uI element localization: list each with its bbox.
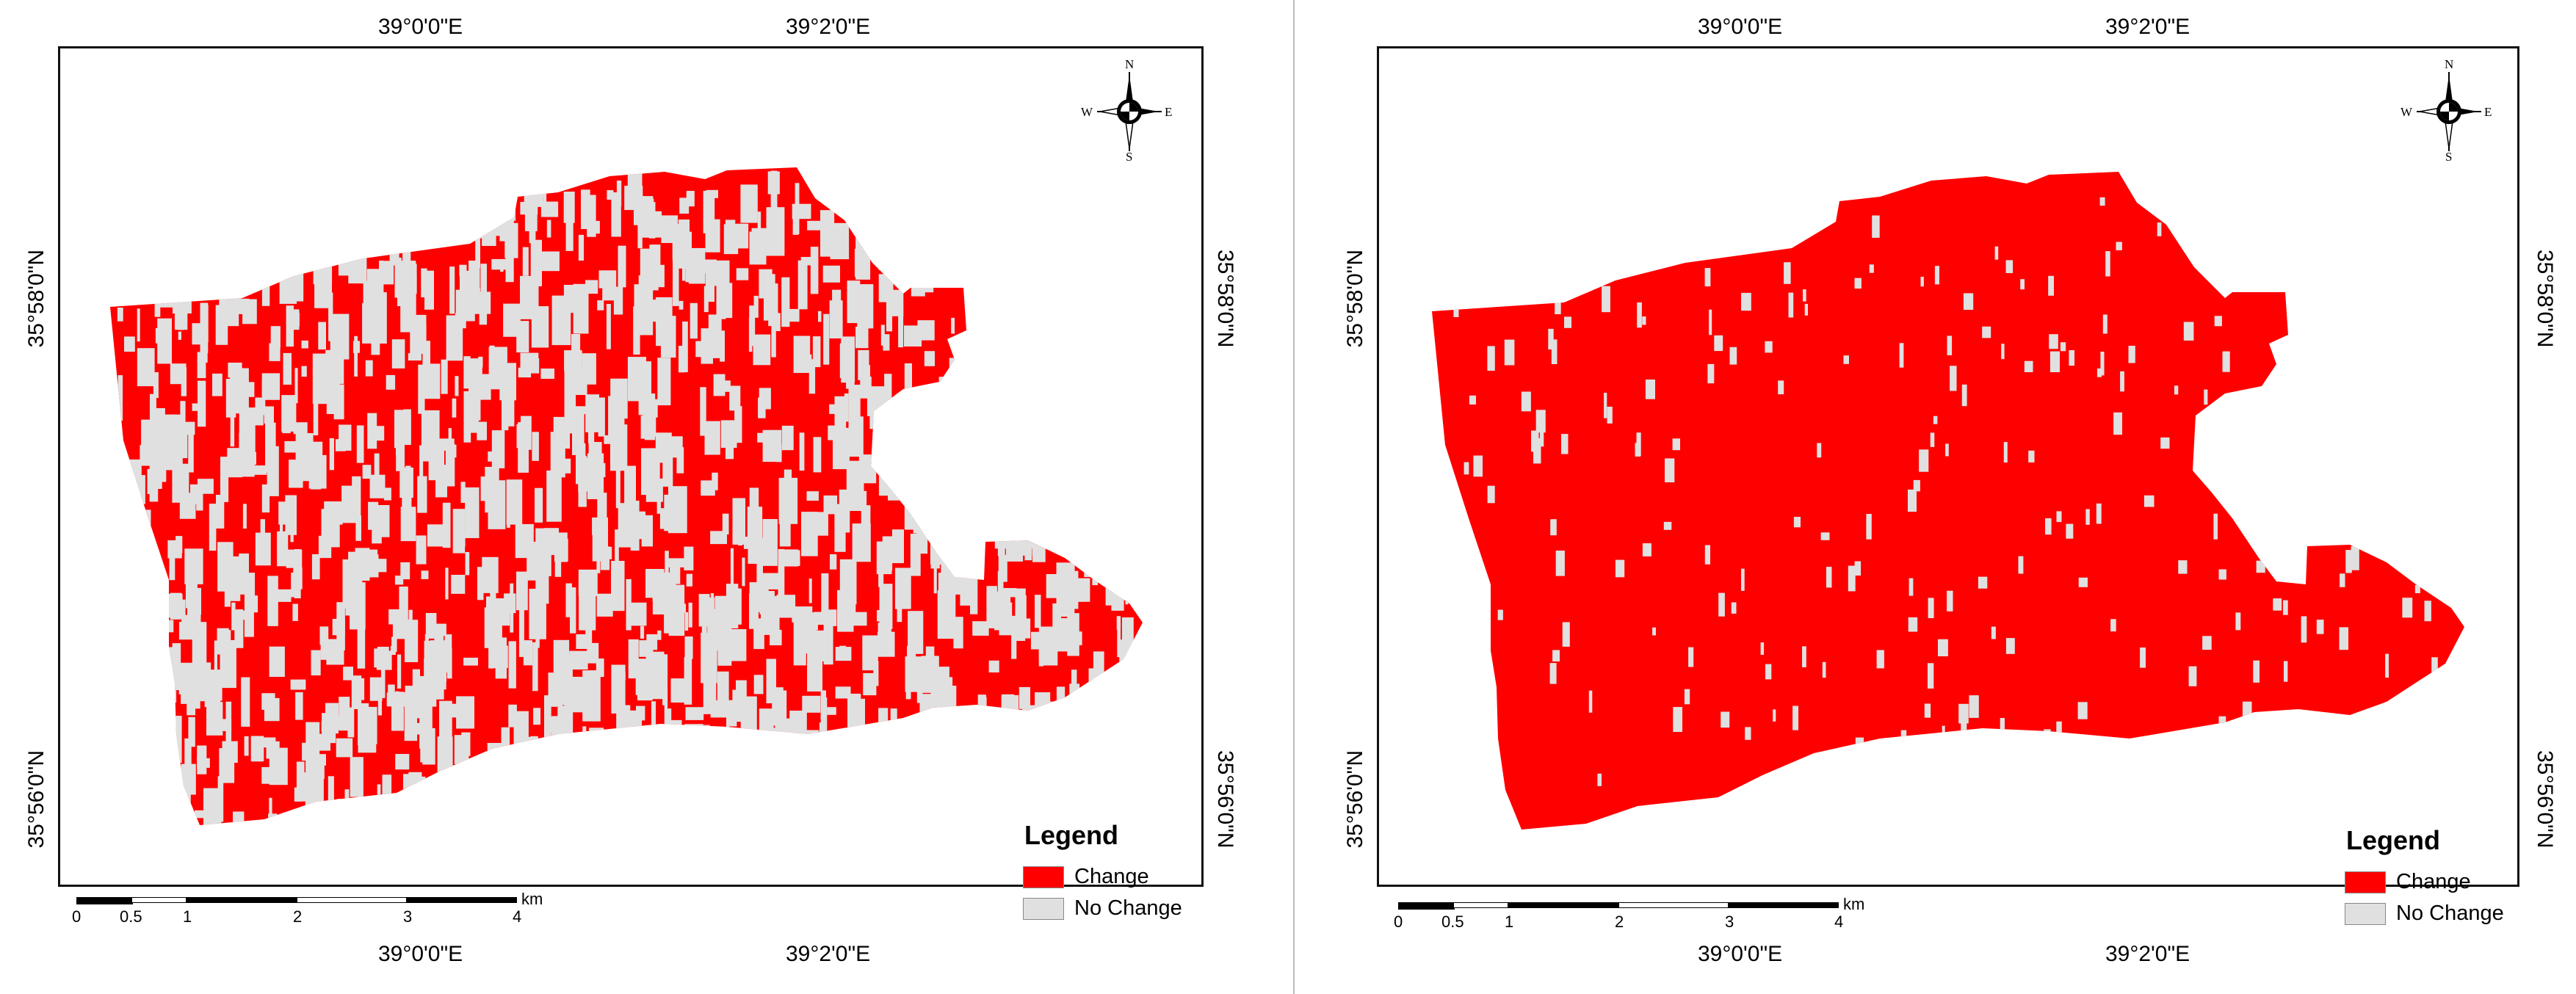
scale-bar-segment	[1398, 902, 1455, 910]
scale-bar-segment	[407, 897, 517, 903]
scale-tick: 0	[1394, 913, 1403, 931]
legend-title: Legend	[2346, 825, 2441, 855]
scale-bar: km 0 0.5 1 2 3 4	[72, 890, 543, 934]
scale-bar-segment	[1618, 902, 1729, 908]
compass-w: W	[2400, 105, 2413, 119]
lat-label-right-top: 35°58'0"N	[2533, 250, 2557, 348]
scale-unit: km	[1843, 895, 1865, 913]
compass-e: E	[1165, 105, 1173, 119]
scale-bar-segment	[187, 897, 297, 903]
lon-label-top-right: 39°2'0"E	[786, 15, 871, 39]
legend-item-change: Change	[1023, 865, 1149, 889]
lat-label-right-bottom: 35°56'0"N	[2533, 750, 2557, 849]
compass-w: W	[1081, 105, 1093, 119]
scale-bar: km 0 0.5 1 2 3 4	[1394, 895, 1864, 939]
scale-bar-segment	[131, 897, 187, 903]
scale-unit: km	[521, 890, 543, 908]
no-change-swatch	[2345, 902, 2386, 925]
compass-s: S	[1126, 150, 1133, 164]
scale-tick: 1	[1505, 913, 1514, 931]
scale-tick: 0	[72, 907, 82, 926]
lon-label-top-left: 39°0'0"E	[1698, 15, 1783, 39]
change-map-left	[110, 167, 1143, 825]
scale-tick: 4	[1834, 913, 1844, 931]
scale-tick: 3	[403, 907, 413, 926]
scale-bar-segment	[76, 897, 133, 904]
legend-item-no-change: No Change	[2345, 902, 2504, 926]
change-swatch	[2345, 871, 2386, 893]
scale-tick: 0.5	[1441, 913, 1464, 931]
lat-label-left-bottom: 35°56'0"N	[24, 750, 48, 849]
map-panel-right: 39°0'0"E 39°2'0"E 39°0'0"E 39°2'0"E 35°5…	[1320, 0, 2576, 994]
scale-bar-segment	[1508, 902, 1618, 908]
lon-label-bottom-left: 39°0'0"E	[1698, 942, 1783, 966]
lat-label-left-top: 35°58'0"N	[1343, 250, 1367, 348]
map-panel-left: 39°0'0"E 39°2'0"E 39°0'0"E 39°2'0"E 35°5…	[24, 15, 1237, 966]
legend-item-label: Change	[1074, 865, 1149, 888]
lat-label-right-top: 35°58'0"N	[1213, 250, 1237, 348]
scale-tick: 1	[183, 907, 192, 926]
legend-item-label: No Change	[1074, 896, 1182, 920]
no-change-swatch	[1023, 897, 1064, 920]
lon-label-bottom-left: 39°0'0"E	[378, 942, 463, 966]
legend-item-label: No Change	[2396, 902, 2504, 925]
compass-e: E	[2484, 105, 2492, 119]
legend-title: Legend	[1024, 820, 1119, 850]
scale-bar-segment	[1729, 902, 1839, 908]
change-area	[1432, 172, 2464, 830]
lon-label-top-right: 39°2'0"E	[2105, 15, 2190, 39]
compass-n: N	[2445, 57, 2454, 71]
lat-label-left-top: 35°58'0"N	[24, 250, 48, 348]
scale-tick: 0.5	[120, 907, 142, 926]
change-map-right	[1432, 172, 2464, 830]
lon-label-top-left: 39°0'0"E	[378, 15, 463, 39]
scale-tick: 2	[293, 907, 303, 926]
lat-label-right-bottom: 35°56'0"N	[1213, 750, 1237, 849]
legend-item-change: Change	[2345, 870, 2471, 894]
scale-tick: 2	[1615, 913, 1624, 931]
compass-rose-icon: N S W E	[2400, 57, 2493, 164]
compass-rose-icon: N S W E	[1081, 57, 1173, 164]
lon-label-bottom-right: 39°2'0"E	[2105, 942, 2190, 966]
compass-s: S	[2445, 150, 2453, 164]
panel-divider	[1293, 0, 1295, 994]
legend-item-no-change: No Change	[1023, 896, 1182, 921]
scale-tick: 4	[513, 907, 522, 926]
scale-bar-segment	[1453, 902, 1508, 908]
lat-label-left-bottom: 35°56'0"N	[1343, 750, 1367, 849]
change-swatch	[1023, 866, 1064, 888]
legend-item-label: Change	[2396, 870, 2471, 893]
scale-tick: 3	[1725, 913, 1734, 931]
compass-n: N	[1125, 57, 1135, 71]
scale-bar-segment	[297, 897, 407, 903]
lon-label-bottom-right: 39°2'0"E	[786, 942, 871, 966]
